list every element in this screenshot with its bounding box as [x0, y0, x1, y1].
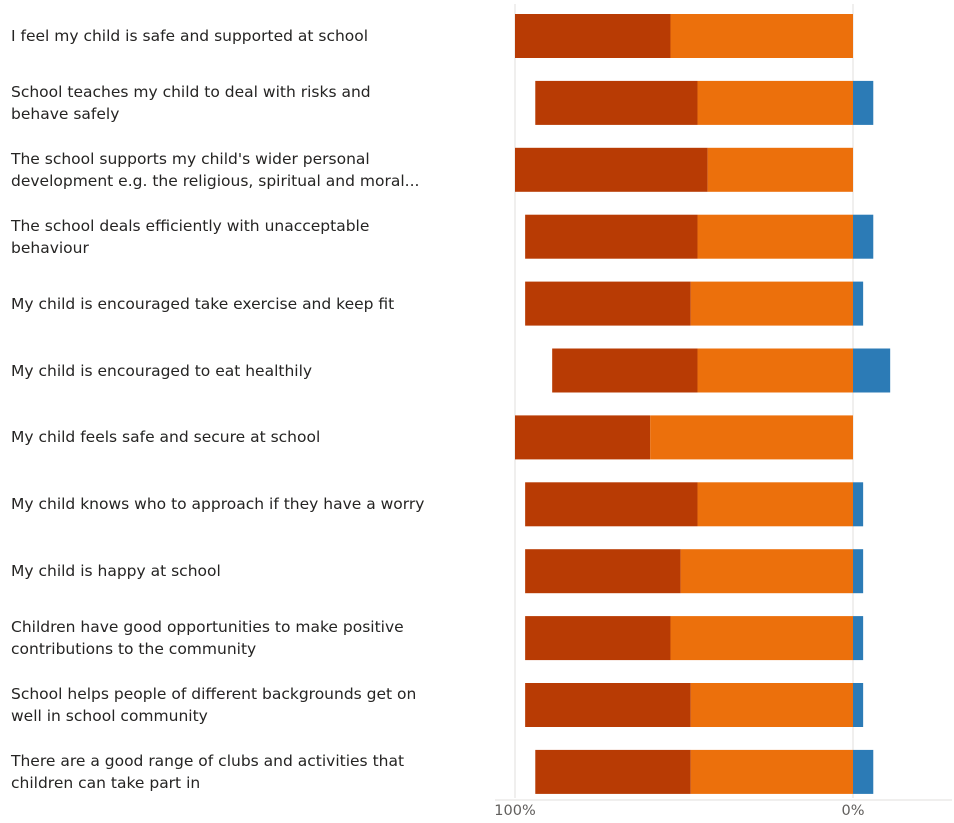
category-label: There are a good range of clubs and acti… — [11, 750, 481, 794]
category-label-line: My child feels safe and secure at school — [11, 428, 321, 447]
category-label: The school supports my child's wider per… — [11, 148, 481, 192]
bar-segment-blue[interactable] — [853, 616, 864, 661]
bar-segment-orange[interactable] — [697, 214, 853, 259]
category-label: My child is encouraged take exercise and… — [11, 293, 481, 315]
bar-segment-orange[interactable] — [690, 281, 853, 326]
bar-segment-dark[interactable] — [525, 616, 671, 661]
bar-segment-dark[interactable] — [525, 281, 691, 326]
category-label-line: My child knows who to approach if they h… — [11, 495, 425, 514]
category-label: I feel my child is safe and supported at… — [11, 25, 481, 47]
bar-segment-orange[interactable] — [690, 749, 853, 794]
category-label-line: behave safely — [11, 104, 120, 123]
bar-segment-orange[interactable] — [697, 80, 853, 125]
bar-segment-dark[interactable] — [525, 683, 691, 727]
bar-segment-dark[interactable] — [515, 415, 651, 460]
bar-segment-orange[interactable] — [697, 482, 853, 527]
bar-segment-dark[interactable] — [515, 147, 708, 192]
category-label-line: School helps people of different backgro… — [11, 685, 417, 703]
category-label-line: Children have good opportunities to make… — [11, 618, 404, 637]
bar-segment-orange[interactable] — [690, 683, 853, 727]
category-label-line: children can take part in — [11, 773, 201, 792]
bar-segment-dark[interactable] — [525, 214, 698, 259]
bar-segment-orange[interactable] — [650, 415, 853, 460]
category-label-line: My child is happy at school — [11, 562, 221, 581]
bar-segment-dark[interactable] — [535, 749, 691, 794]
bar-segment-blue[interactable] — [853, 281, 864, 326]
bar-segment-orange[interactable] — [697, 348, 853, 393]
category-label-line: My child is encouraged to eat healthily — [11, 361, 313, 380]
bar-segment-orange[interactable] — [670, 616, 853, 661]
bar-segment-orange[interactable] — [670, 14, 853, 58]
bar-segment-blue[interactable] — [853, 749, 874, 794]
bar-segment-blue[interactable] — [853, 348, 891, 393]
category-label: School helps people of different backgro… — [11, 683, 481, 727]
bar-segment-orange[interactable] — [707, 147, 853, 192]
category-label-line: School teaches my child to deal with ris… — [11, 82, 371, 101]
category-label: The school deals efficiently with unacce… — [11, 215, 481, 259]
category-label-line: The school deals efficiently with unacce… — [11, 216, 370, 235]
category-label-line: contributions to the community — [11, 640, 257, 659]
bar-segment-dark[interactable] — [525, 482, 698, 527]
category-label: School teaches my child to deal with ris… — [11, 81, 481, 125]
category-label-line: My child is encouraged take exercise and… — [11, 294, 395, 313]
bar-segment-orange[interactable] — [680, 549, 853, 594]
bar-segment-blue[interactable] — [853, 214, 874, 259]
category-label-line: There are a good range of clubs and acti… — [11, 751, 405, 770]
bar-segment-blue[interactable] — [853, 80, 874, 125]
category-label: My child knows who to approach if they h… — [11, 493, 481, 515]
bar-segment-dark[interactable] — [535, 80, 698, 125]
category-label-line: behaviour — [11, 238, 89, 257]
bar-segment-dark[interactable] — [525, 549, 681, 594]
bar-segment-dark[interactable] — [552, 348, 698, 393]
bar-segment-blue[interactable] — [853, 549, 864, 594]
category-label: Children have good opportunities to make… — [11, 616, 481, 660]
category-label-line: I feel my child is safe and supported at… — [11, 27, 369, 45]
x-tick-label: 100% — [494, 803, 536, 819]
category-label-line: The school supports my child's wider per… — [11, 149, 370, 168]
bar-segment-dark[interactable] — [515, 14, 671, 58]
bar-segment-blue[interactable] — [853, 482, 864, 527]
category-label-line: well in school community — [11, 707, 208, 725]
category-label: My child is encouraged to eat healthily — [11, 360, 481, 382]
bar-segment-blue[interactable] — [853, 683, 864, 727]
category-label-line: development e.g. the religious, spiritua… — [11, 171, 420, 190]
x-tick-label: 0% — [841, 803, 865, 819]
category-label: My child feels safe and secure at school — [11, 426, 481, 448]
category-label: My child is happy at school — [11, 560, 481, 582]
